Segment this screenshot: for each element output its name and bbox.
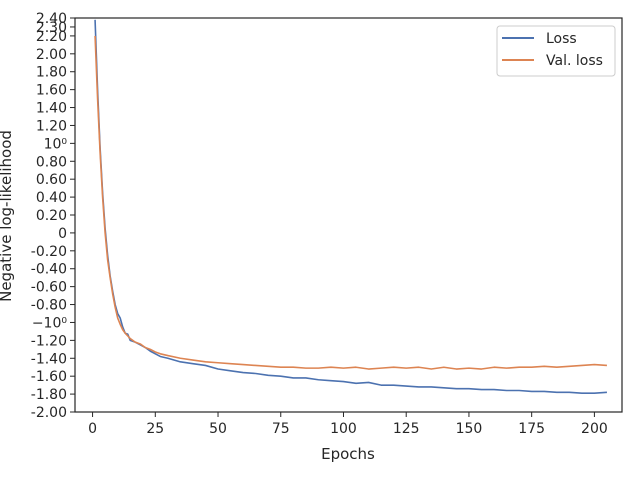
y-tick-label: 1.40 <box>36 101 67 117</box>
y-tick-label: -1.60 <box>31 369 67 385</box>
axes-frame <box>74 17 623 413</box>
y-tick-label: 0.80 <box>36 154 67 170</box>
y-tick-label: 2.00 <box>36 47 67 63</box>
x-tick-label: 100 <box>330 421 357 437</box>
x-tick-label: 75 <box>272 421 290 437</box>
series-line-val-loss <box>94 35 607 370</box>
y-tick-label: -0.20 <box>31 244 67 260</box>
series-layer <box>94 19 607 394</box>
y-tick-label: -1.20 <box>31 333 67 349</box>
x-axis-ticks: 0 25 50 75 100 125 150 175 200 <box>88 412 608 437</box>
legend: Loss Val. loss <box>496 25 616 77</box>
x-tick-label: 50 <box>209 421 227 437</box>
y-tick-label: -1.80 <box>31 387 67 403</box>
y-tick-label: -0.60 <box>31 280 67 296</box>
y-tick-label: 2.20 <box>36 29 67 45</box>
y-tick-label: −10⁰ <box>32 315 68 331</box>
x-tick-label: 175 <box>518 421 545 437</box>
y-tick-label: 0.20 <box>36 208 67 224</box>
y-tick-label: 10⁰ <box>44 136 68 152</box>
y-axis-ticks: 2.402.302.20 2.00 1.80 1.60 1.401.20 10⁰ 0.80 0… <box>31 11 75 421</box>
y-tick-label: 0.60 <box>36 172 67 188</box>
y-tick-label: 1.20 <box>36 118 67 134</box>
x-tick-label: 200 <box>581 421 608 437</box>
y-tick-label: 2.40 <box>36 11 67 27</box>
x-tick-label: 0 <box>88 421 97 437</box>
y-tick-label: 1.60 <box>36 83 67 99</box>
y-tick-label: 0.40 <box>36 190 67 206</box>
y-axis-label: Negative log-likelihood <box>0 130 15 302</box>
x-tick-label: 150 <box>456 421 483 437</box>
legend-label-loss: Loss <box>546 31 577 47</box>
series-line-loss <box>94 19 607 394</box>
y-tick-label: -1.40 <box>31 351 67 367</box>
y-tick-label: -2.00 <box>31 405 67 421</box>
y-tick-label: -0.40 <box>31 262 67 278</box>
x-tick-label: 125 <box>393 421 420 437</box>
legend-label-val-loss: Val. loss <box>546 53 603 69</box>
y-tick-label: 2.30 <box>36 20 67 36</box>
x-tick-label: 25 <box>146 421 164 437</box>
y-tick-label: 1.80 <box>36 65 67 81</box>
y-tick-label: -0.80 <box>31 298 67 314</box>
plot-area <box>74 17 623 413</box>
x-axis-label: Epochs <box>321 445 375 463</box>
y-tick-label: 0 <box>58 226 67 242</box>
